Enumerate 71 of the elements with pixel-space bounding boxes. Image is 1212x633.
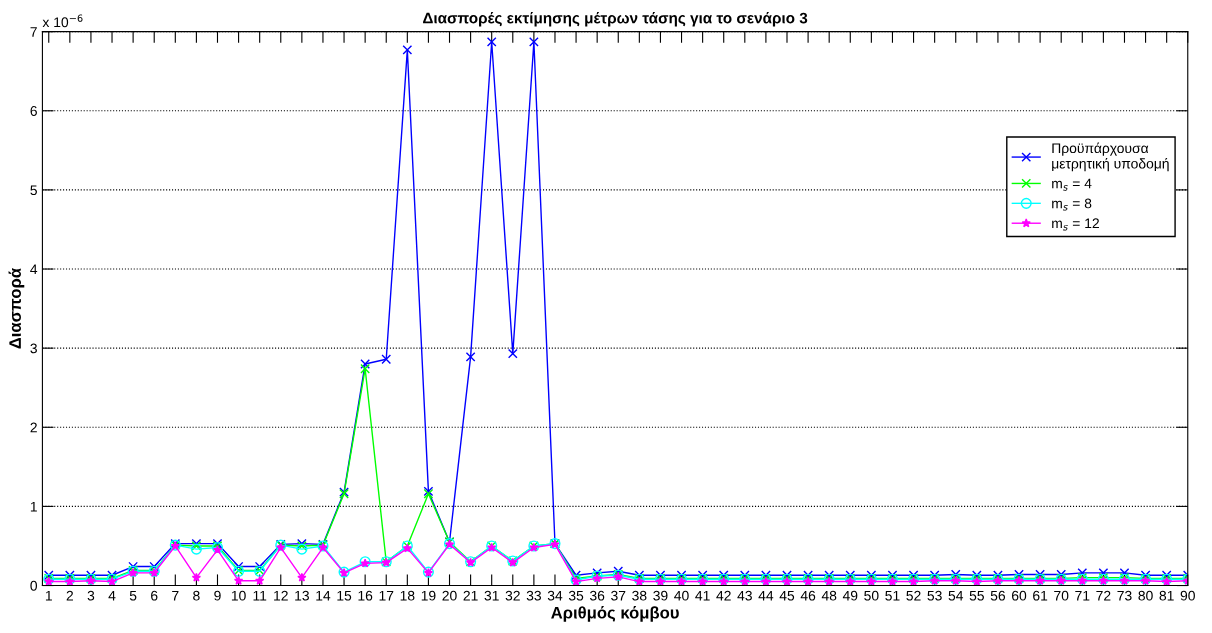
x-tick-label: 41 — [695, 590, 710, 601]
x-tick-label: 19 — [421, 590, 436, 601]
y-axis-title: Διασπορά — [8, 268, 25, 349]
x-tick-label: 12 — [274, 590, 288, 601]
x-tick-label: 34 — [547, 590, 563, 601]
legend-label: Προϋπάρχουσα μετρητική υποδομή — [1052, 142, 1169, 172]
x-tick-label: 42 — [716, 590, 731, 601]
y-tick-label: 6 — [30, 106, 37, 116]
chart-title: Διασπορές εκτίμησης μέτρων τάσης για το σενάριο 3 — [423, 12, 808, 27]
x-tick-label: 3 — [87, 590, 95, 601]
x-tick-label: 70 — [1054, 590, 1069, 601]
x-tick-label: 72 — [1096, 590, 1111, 601]
x-tick-label: 10 — [231, 590, 246, 601]
x-tick-label: 6 — [151, 590, 158, 601]
x-axis-title: Αριθμός κόμβου — [551, 606, 679, 622]
x-tick-label: 73 — [1117, 590, 1132, 601]
x-tick-label: 5 — [129, 590, 137, 601]
x-tick-label: 2 — [66, 590, 74, 601]
x-tick-label: 17 — [379, 590, 394, 601]
x-tick-label: 48 — [821, 590, 837, 601]
x-tick-label: 18 — [400, 590, 415, 601]
x-tick-label: 21 — [463, 590, 478, 601]
y-tick-label: 3 — [30, 343, 37, 354]
x-tick-label: 52 — [906, 590, 921, 601]
x-tick-label: 35 — [568, 590, 584, 601]
x-tick-label: 80 — [1138, 590, 1153, 601]
x-tick-label: 40 — [674, 590, 689, 601]
x-tick-label: 20 — [442, 590, 457, 601]
y-tick-label: 2 — [30, 422, 37, 433]
x-tick-label: 49 — [842, 590, 858, 601]
y-tick-label: 4 — [30, 264, 38, 275]
x-tick-label: 14 — [316, 590, 331, 601]
legend-label: m$_{s}$ = 8 — [1052, 198, 1092, 211]
x-tick-label: 8 — [193, 590, 200, 601]
x-tick-label: 45 — [779, 590, 795, 601]
x-tick-label: 31 — [484, 590, 499, 601]
x-tick-label: 36 — [589, 590, 605, 601]
x-tick-label: 81 — [1159, 590, 1174, 601]
legend-label: m$_{s}$ = 4 — [1052, 178, 1092, 191]
x-tick-label: 11 — [253, 590, 267, 601]
x-tick-label: 61 — [1033, 590, 1048, 601]
x-tick-label: 50 — [864, 590, 879, 601]
y-tick-label: 0 — [30, 580, 38, 591]
y-tick-label: 7 — [30, 27, 37, 37]
x-tick-label: 54 — [948, 590, 964, 601]
x-tick-label: 51 — [885, 590, 900, 601]
x-tick-label: 90 — [1180, 590, 1195, 601]
x-tick-label: 1 — [45, 590, 52, 601]
x-tick-label: 13 — [295, 590, 309, 601]
x-tick-label: 32 — [505, 590, 520, 601]
x-tick-label: 44 — [758, 590, 774, 601]
x-tick-label: 46 — [800, 590, 816, 601]
x-tick-label: 38 — [632, 590, 647, 601]
x-tick-label: 9 — [214, 590, 221, 601]
x-tick-label: 7 — [172, 590, 179, 601]
x-tick-label: 16 — [358, 590, 373, 601]
y-tick-label: 5 — [30, 185, 37, 196]
x-tick-label: 39 — [653, 590, 668, 601]
x-tick-label: 33 — [526, 590, 541, 601]
x-tick-label: 71 — [1075, 590, 1090, 601]
x-tick-label: 43 — [737, 590, 752, 601]
text: x 10$^{−6}$ — [42, 14, 83, 28]
x-tick-label: 60 — [1012, 590, 1027, 601]
x-tick-label: 15 — [337, 590, 352, 601]
x-tick-label: 53 — [927, 590, 942, 601]
x-tick-label: 37 — [611, 590, 626, 601]
x-tick-label: 55 — [969, 590, 984, 601]
y-tick-label: 1 — [30, 501, 37, 512]
x-tick-label: 56 — [990, 590, 1006, 601]
legend-label: m$_{s}$ = 12 — [1052, 218, 1099, 231]
x-tick-label: 4 — [108, 590, 116, 601]
